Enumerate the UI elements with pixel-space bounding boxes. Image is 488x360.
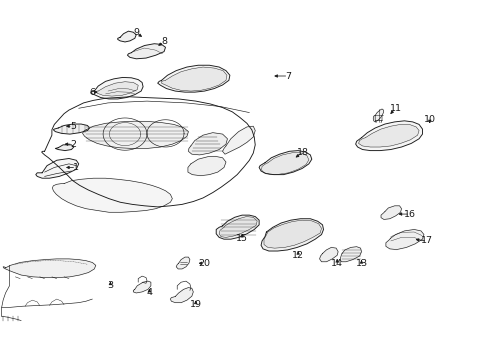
Polygon shape (188, 133, 227, 155)
Polygon shape (219, 217, 257, 237)
Polygon shape (52, 178, 172, 212)
Polygon shape (55, 145, 74, 150)
Polygon shape (339, 247, 361, 262)
Polygon shape (133, 281, 151, 293)
Text: 19: 19 (189, 300, 202, 309)
Text: 3: 3 (107, 281, 113, 290)
Polygon shape (385, 229, 423, 249)
Text: 6: 6 (89, 87, 95, 96)
Text: 4: 4 (146, 288, 152, 297)
Text: 9: 9 (133, 28, 139, 37)
Polygon shape (372, 109, 383, 122)
Polygon shape (358, 125, 418, 147)
Polygon shape (170, 288, 193, 303)
Text: 7: 7 (285, 72, 291, 81)
Text: 20: 20 (198, 259, 210, 268)
Polygon shape (161, 67, 226, 91)
Text: 17: 17 (421, 237, 432, 246)
Polygon shape (380, 206, 401, 220)
Polygon shape (355, 121, 422, 150)
Polygon shape (176, 257, 189, 269)
Polygon shape (319, 247, 337, 262)
Text: 16: 16 (404, 210, 415, 219)
Polygon shape (216, 215, 259, 239)
Polygon shape (259, 150, 311, 175)
Polygon shape (118, 31, 136, 42)
Polygon shape (264, 220, 321, 248)
Polygon shape (91, 77, 143, 99)
Polygon shape (261, 153, 308, 174)
Text: 8: 8 (161, 37, 167, 46)
Text: 12: 12 (291, 251, 304, 260)
Text: 10: 10 (423, 114, 435, 123)
Text: 18: 18 (296, 148, 308, 157)
Text: 1: 1 (73, 163, 79, 172)
Polygon shape (127, 44, 165, 59)
Text: 11: 11 (389, 104, 401, 113)
Text: 2: 2 (70, 140, 76, 149)
Polygon shape (53, 124, 89, 134)
Polygon shape (82, 121, 188, 148)
Text: 14: 14 (330, 259, 343, 268)
Text: 5: 5 (70, 122, 76, 131)
Text: 15: 15 (236, 234, 247, 243)
Polygon shape (187, 156, 225, 176)
Polygon shape (96, 82, 138, 96)
Polygon shape (36, 158, 79, 178)
Polygon shape (158, 65, 229, 92)
Polygon shape (222, 126, 255, 154)
Polygon shape (3, 259, 96, 278)
Text: 13: 13 (355, 259, 367, 268)
Polygon shape (261, 219, 323, 251)
